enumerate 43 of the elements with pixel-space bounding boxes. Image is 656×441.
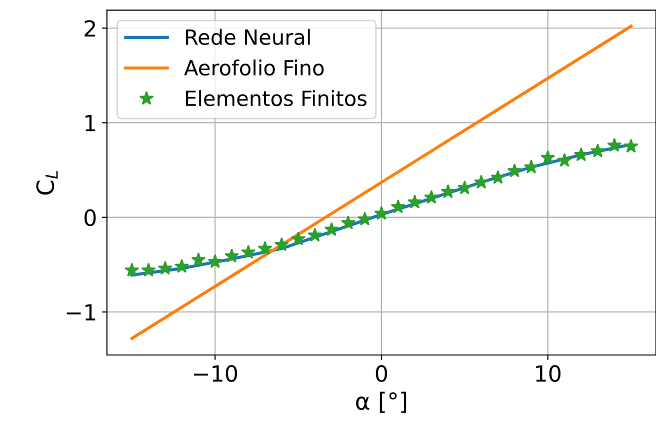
point <box>490 170 506 184</box>
point <box>624 138 638 153</box>
point <box>358 212 372 226</box>
point <box>290 231 306 246</box>
point <box>390 199 406 214</box>
point <box>440 184 456 198</box>
point <box>274 237 289 252</box>
point <box>124 262 140 277</box>
point <box>557 152 572 167</box>
point <box>424 190 439 204</box>
x-tick-label: 0 <box>376 365 388 382</box>
y-tick-label: −1 <box>66 304 96 320</box>
legend-label: Aerofolio Fino <box>184 59 324 76</box>
point <box>507 163 522 178</box>
point <box>374 206 389 220</box>
point <box>340 215 356 230</box>
point <box>607 138 622 152</box>
point <box>141 262 156 277</box>
x-tick-label: −10 <box>194 365 238 382</box>
point <box>308 228 322 242</box>
point <box>324 222 339 236</box>
point <box>524 160 539 174</box>
point <box>241 244 256 259</box>
point <box>224 248 240 262</box>
point <box>574 147 588 162</box>
legend-label: Rede Neural <box>186 28 310 46</box>
point <box>590 143 606 158</box>
x-axis-title: α [°] <box>356 392 406 413</box>
point <box>258 240 272 255</box>
x-tick-label: 10 <box>536 365 561 382</box>
y-tick-label: 0 <box>84 209 96 226</box>
y-tick-label: 1 <box>86 114 96 132</box>
point <box>540 150 556 164</box>
y-tick-label: 2 <box>84 20 95 37</box>
point <box>191 252 206 266</box>
legend-label: Elementos Finitos <box>186 90 366 106</box>
point <box>158 260 172 275</box>
point <box>474 174 489 189</box>
point <box>208 254 222 268</box>
y-axis-title: C$_{L}$ <box>36 170 58 195</box>
point <box>174 258 190 273</box>
point <box>407 194 422 209</box>
point <box>457 180 472 194</box>
